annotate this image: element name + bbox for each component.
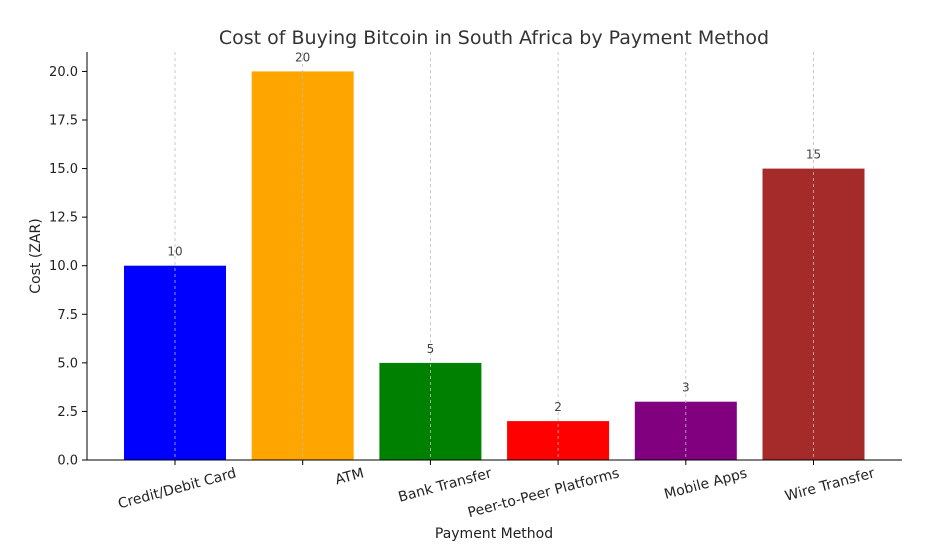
x-axis-label: Payment Method [435,526,553,542]
data-label: 20 [295,50,310,64]
x-ticks: Credit/Debit Card ATM Bank TransferPeer-to… [116,460,877,521]
x-tick-label: ATM [333,465,365,488]
x-tick-label: Wire Transfer [783,465,876,504]
y-ticks: 0.0 2.5 5.0 7.5 10.0 12.5 15.0 17.5 20.0 [49,65,87,469]
y-tick-label: 0.0 [57,454,78,469]
y-tick-label: 5.0 [57,356,78,371]
data-label: 5 [427,342,435,356]
x-tick-label: Credit/Debit Card [116,465,238,512]
x-tick-label: Bank Transfer [397,465,494,505]
y-axis-label: Cost (ZAR) [28,218,44,293]
y-tick-label: 20.0 [49,65,78,80]
data-label: 10 [167,245,182,259]
data-label: 2 [554,400,562,414]
bars [124,71,865,461]
y-tick-label: 7.5 [57,308,78,323]
grid-lines [174,52,814,460]
bar-4 [507,421,610,460]
bar-6 [762,168,865,460]
chart-title: Cost of Buying Bitcoin in South Africa b… [219,27,769,49]
y-tick-label: 2.5 [57,405,78,420]
y-tick-label: 17.5 [49,114,78,129]
y-tick-label: 15.0 [49,162,78,177]
data-label: 3 [682,381,690,395]
y-tick-label: 10.0 [49,259,78,274]
data-label: 15 [806,148,821,162]
y-tick-label: 12.5 [49,211,78,226]
x-tick-label: Mobile Apps [663,465,749,502]
data-labels: 10 20 5 2 3 15 [167,50,821,414]
